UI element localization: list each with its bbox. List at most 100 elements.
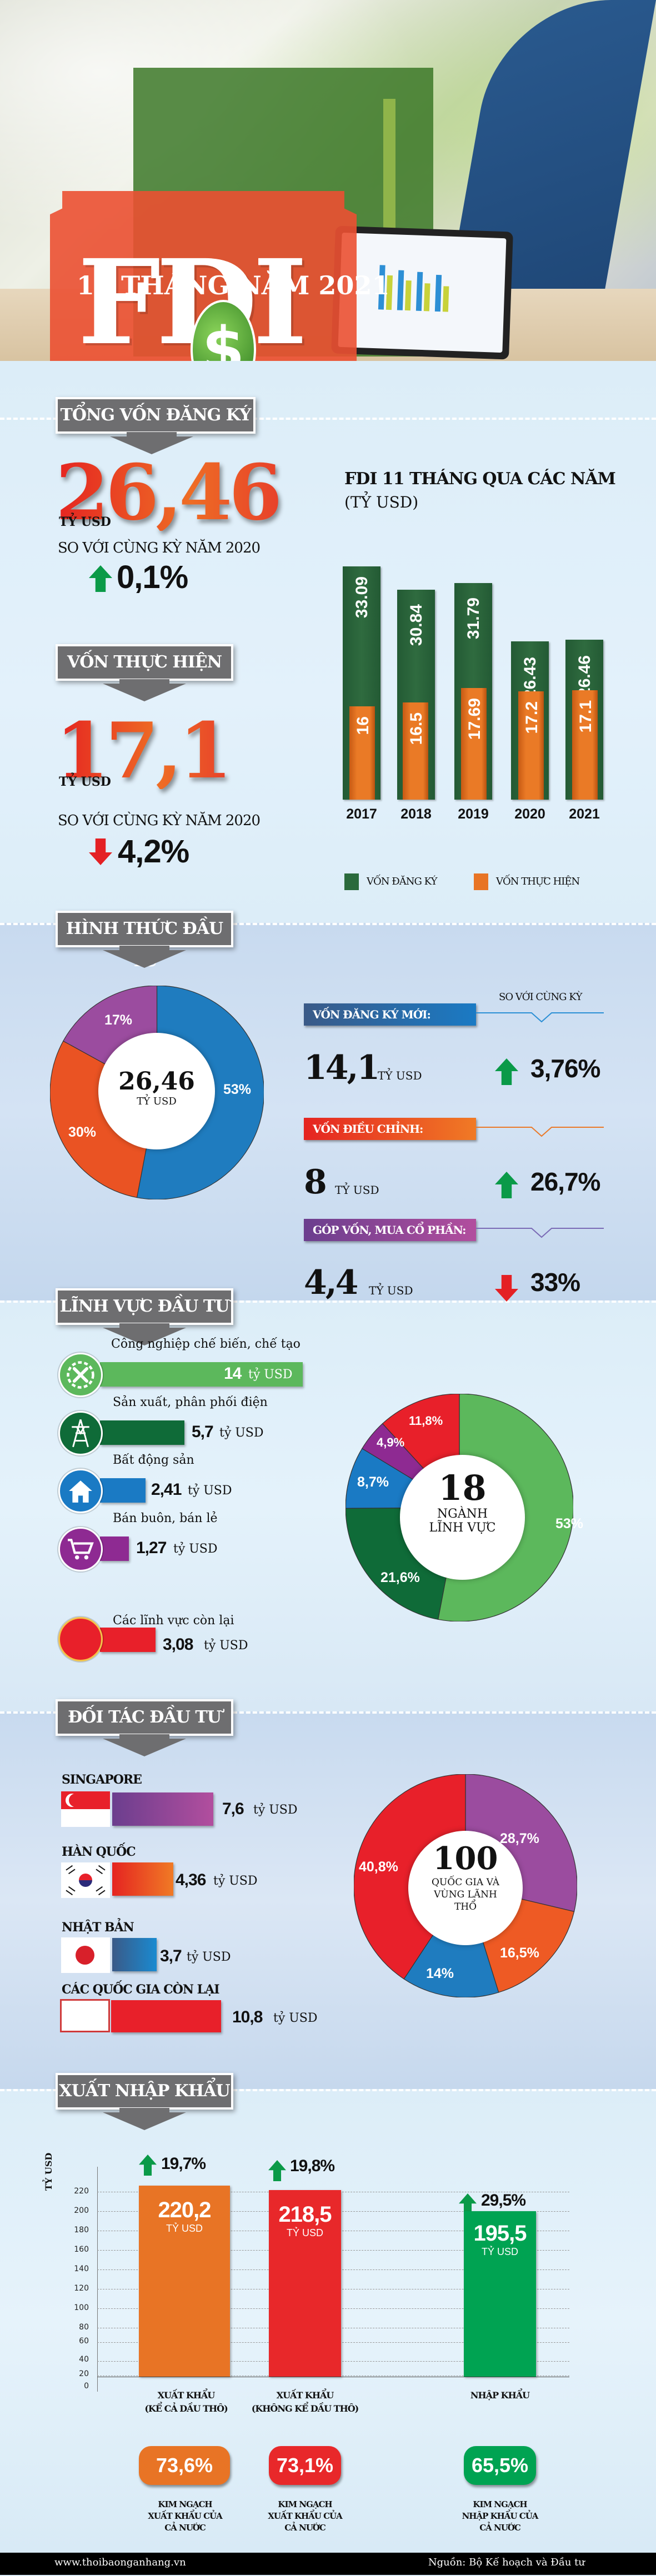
partners-line1: QUỐC GIA VÀ: [432, 1876, 499, 1888]
x-tick: 2021: [569, 806, 600, 822]
sector-unit: tỷ USD: [173, 1542, 218, 1556]
x-tick: 2019: [458, 806, 489, 822]
form-tag-shares: GÓP VỐN, MUA CỔ PHẦN:: [304, 1219, 476, 1241]
slice-label: 17%: [104, 1012, 133, 1028]
section-label-forms: HÌNH THỨC ĐẦU TƯ: [56, 911, 233, 971]
section-label-partners: ĐỐI TÁC ĐẦU TƯ: [56, 1699, 233, 1736]
form-value-new: 14,1: [304, 1048, 380, 1087]
implemented-value: 17,1: [56, 705, 232, 796]
footer-bar: [0, 2553, 656, 2575]
footer-website-link[interactable]: www.thoibaonganhang.vn: [54, 2557, 186, 2568]
sectors-donut-center: 18 NGÀNH LĨNH VỰC: [400, 1455, 525, 1580]
y-tick: 80: [79, 2323, 89, 2332]
partner-bar-korea: [112, 1862, 173, 1896]
section-label-trade: XUẤT NHẬP KHẨU: [56, 2073, 233, 2110]
registered-compare: SO VỚI CÙNG KỲ NĂM 2020: [58, 540, 261, 556]
cart-icon: [58, 1527, 103, 1571]
partner-name: CÁC QUỐC GIA CÒN LẠI: [62, 1982, 220, 1997]
partners-line2: VÙNG LÃNH: [434, 1889, 497, 1900]
slice-label: 4,9%: [377, 1435, 405, 1449]
y-tick: 0: [84, 2382, 89, 2391]
section-label-registered: TỔNG VỐN ĐĂNG KÝ: [56, 397, 256, 434]
x-tick: 2020: [514, 806, 545, 822]
bar-unit: TỶ USD: [481, 2246, 518, 2257]
sector-bar-other: [100, 1628, 156, 1652]
implemented-compare: SO VỚI CÙNG KỲ NĂM 2020: [58, 812, 261, 829]
sector-unit: tỷ USD: [188, 1484, 232, 1498]
partners-count: 100: [433, 1840, 498, 1877]
trade-change: 19,7%: [161, 2155, 206, 2173]
sector-unit: tỷ USD: [248, 1368, 293, 1382]
form-unit: TỶ USD: [335, 1183, 379, 1197]
sector-bar-retail: [100, 1536, 129, 1561]
implemented-unit: TỶ USD: [59, 775, 111, 789]
slice-label: 14%: [426, 1966, 454, 1981]
sector-bar-power: [100, 1420, 184, 1445]
share-badge: 73,6%: [139, 2446, 230, 2485]
section-label-implemented: VỐN THỰC HIỆN: [56, 644, 233, 681]
y-tick: 40: [79, 2355, 89, 2364]
form-tag-adjusted: VỐN ĐIỀU CHỈNH:: [304, 1118, 476, 1140]
sectors-count: 18: [438, 1468, 487, 1508]
bar-unit: TỶ USD: [166, 2223, 203, 2234]
trade-bar-import: 195,5 TỶ USD: [464, 2211, 536, 2377]
bar-value: 220,2: [158, 2198, 211, 2222]
sector-bar-realestate: [100, 1478, 146, 1503]
sectors-line1: NGÀNH: [437, 1507, 488, 1522]
bar-unit: TỶ USD: [286, 2227, 323, 2238]
chart-subtitle: (TỶ USD): [344, 493, 419, 511]
partner-value: 10,8: [232, 2008, 263, 2026]
gear-wrench-icon: [58, 1353, 103, 1397]
sector-name: Bán buôn, bán lẻ: [113, 1512, 218, 1525]
blank-flag-icon: [60, 1999, 110, 2032]
category-label: XUẤT KHẨU (KHÔNG KỂ DẦU THÔ): [251, 2390, 359, 2414]
divider: [0, 1711, 656, 1714]
sector-value: 1,27: [136, 1539, 167, 1557]
sector-name: Công nghiệp chế biến, chế tạo: [111, 1337, 301, 1351]
sector-name: Sản xuất, phân phối điện: [113, 1395, 268, 1409]
partner-value: 4,36: [176, 1871, 206, 1889]
sector-unit: tỷ USD: [219, 1426, 264, 1440]
tag-connector-line: [476, 1228, 604, 1238]
hero-banner: [0, 0, 656, 361]
partner-bar-others: [111, 2000, 221, 2032]
implemented-change: 4,2%: [118, 833, 189, 870]
form-change-adjusted: 26,7%: [530, 1167, 600, 1196]
partner-unit: tỷ USD: [253, 1803, 298, 1817]
bar-implemented-2019: 17.69: [461, 688, 487, 800]
slice-label: 16,5%: [500, 1945, 539, 1961]
partner-bar-singapore: [112, 1792, 213, 1826]
y-tick: 140: [74, 2264, 89, 2273]
partner-name: HÀN QUỐC: [62, 1845, 136, 1859]
footer-source: Nguồn: Bộ Kế hoạch và Đầu tư: [428, 2557, 585, 2568]
partner-bar-japan: [112, 1938, 157, 1971]
divider: [0, 2089, 656, 2091]
registered-change: 0,1%: [117, 559, 188, 595]
trade-bar-export-incl-oil: 220,2 TỶ USD: [139, 2186, 230, 2377]
y-tick: 60: [79, 2337, 89, 2346]
chart-title: FDI 11 THÁNG QUA CÁC NĂM: [344, 469, 616, 489]
share-caption: KIM NGẠCH NHẬP KHẨU CỦA CẢ NƯỚC: [462, 2499, 539, 2533]
slice-label: 30%: [68, 1124, 97, 1140]
partner-value: 7,6: [222, 1800, 244, 1818]
y-axis-label: TỶ USD: [43, 2152, 54, 2191]
partners-line3: THỔ: [454, 1901, 477, 1912]
bar-implemented-2018: 16.5: [403, 702, 428, 800]
slice-label: 40,8%: [359, 1859, 398, 1875]
forms-total-value: 26,46: [118, 1067, 195, 1096]
tag-connector-line: [476, 1127, 604, 1137]
sector-unit: tỷ USD: [204, 1639, 248, 1653]
trade-change: 19,8%: [290, 2157, 335, 2175]
y-tick: 160: [74, 2245, 89, 2254]
slice-label: 28,7%: [500, 1831, 539, 1846]
forms-compare-header: SO VỚI CÙNG KỲ: [499, 991, 583, 1003]
korea-flag-icon: [61, 1862, 110, 1898]
share-badge: 73,1%: [269, 2446, 341, 2485]
y-tick: 220: [74, 2187, 89, 2196]
y-axis: [97, 2167, 98, 2392]
sector-value: 3,08: [163, 1635, 193, 1654]
y-tick: 20: [79, 2369, 89, 2378]
section-label-sectors: LĨNH VỰC ĐẦU TƯ: [56, 1288, 233, 1325]
form-change-new: 3,76%: [530, 1054, 600, 1083]
sectors-line2: LĨNH VỰC: [429, 1521, 496, 1535]
